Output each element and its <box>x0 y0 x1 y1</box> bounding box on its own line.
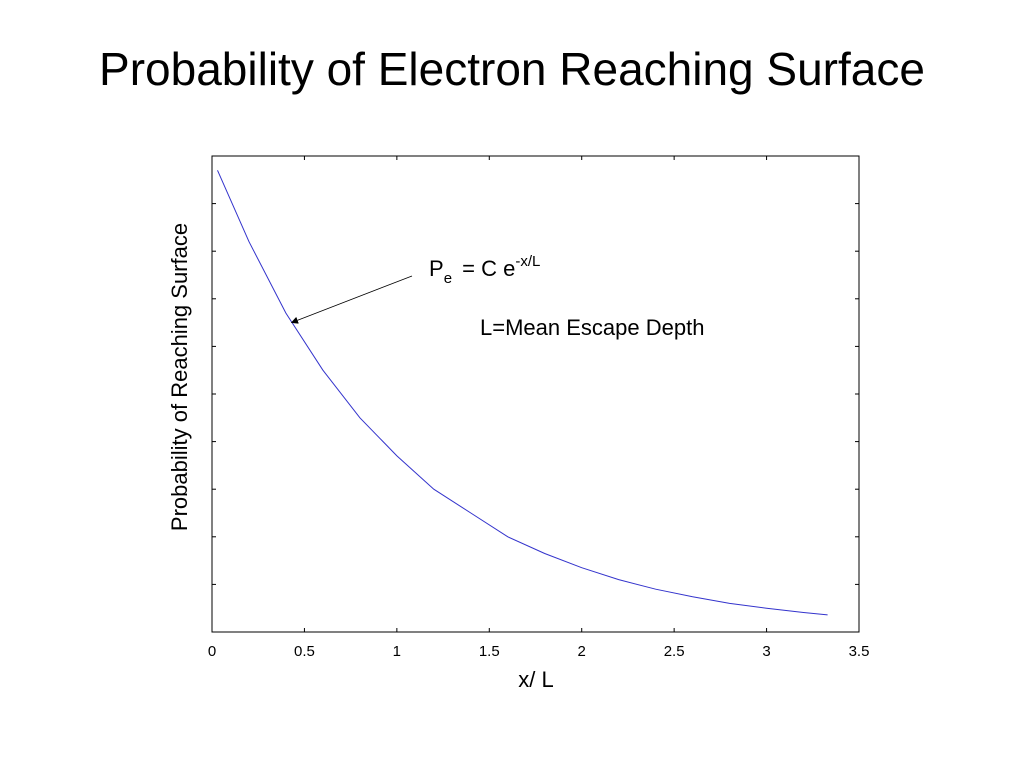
x-axis-label: x/ L <box>518 667 553 692</box>
formula-superscript: -x/L <box>515 253 540 270</box>
x-tick-label: 3.5 <box>849 643 870 660</box>
x-tick-label: 3 <box>762 643 770 660</box>
formula-subscript: e <box>444 270 452 287</box>
formula-rest: = C e <box>456 256 515 281</box>
note-annotation: L=Mean Escape Depth <box>480 315 704 340</box>
x-tick-label: 1 <box>393 643 401 660</box>
x-tick-label: 2 <box>578 643 586 660</box>
tick-marks <box>211 155 860 633</box>
series-line <box>217 170 828 616</box>
x-tick-label: 0 <box>208 643 216 660</box>
x-tick-label: 2.5 <box>664 643 685 660</box>
slide-title: Probability of Electron Reaching Surface <box>99 43 925 95</box>
formula-base: P <box>429 256 444 281</box>
y-axis-label: Probability of Reaching Surface <box>167 223 192 531</box>
plot-frame <box>211 155 860 633</box>
formula-annotation: Pe = C e-x/L <box>429 253 540 287</box>
annotation-arrow <box>290 275 413 324</box>
x-tick-label: 1.5 <box>479 643 500 660</box>
x-tick-labels: 0 0.5 1 1.5 2 2.5 3 3.5 <box>208 643 870 660</box>
x-tick-label: 0.5 <box>294 643 315 660</box>
